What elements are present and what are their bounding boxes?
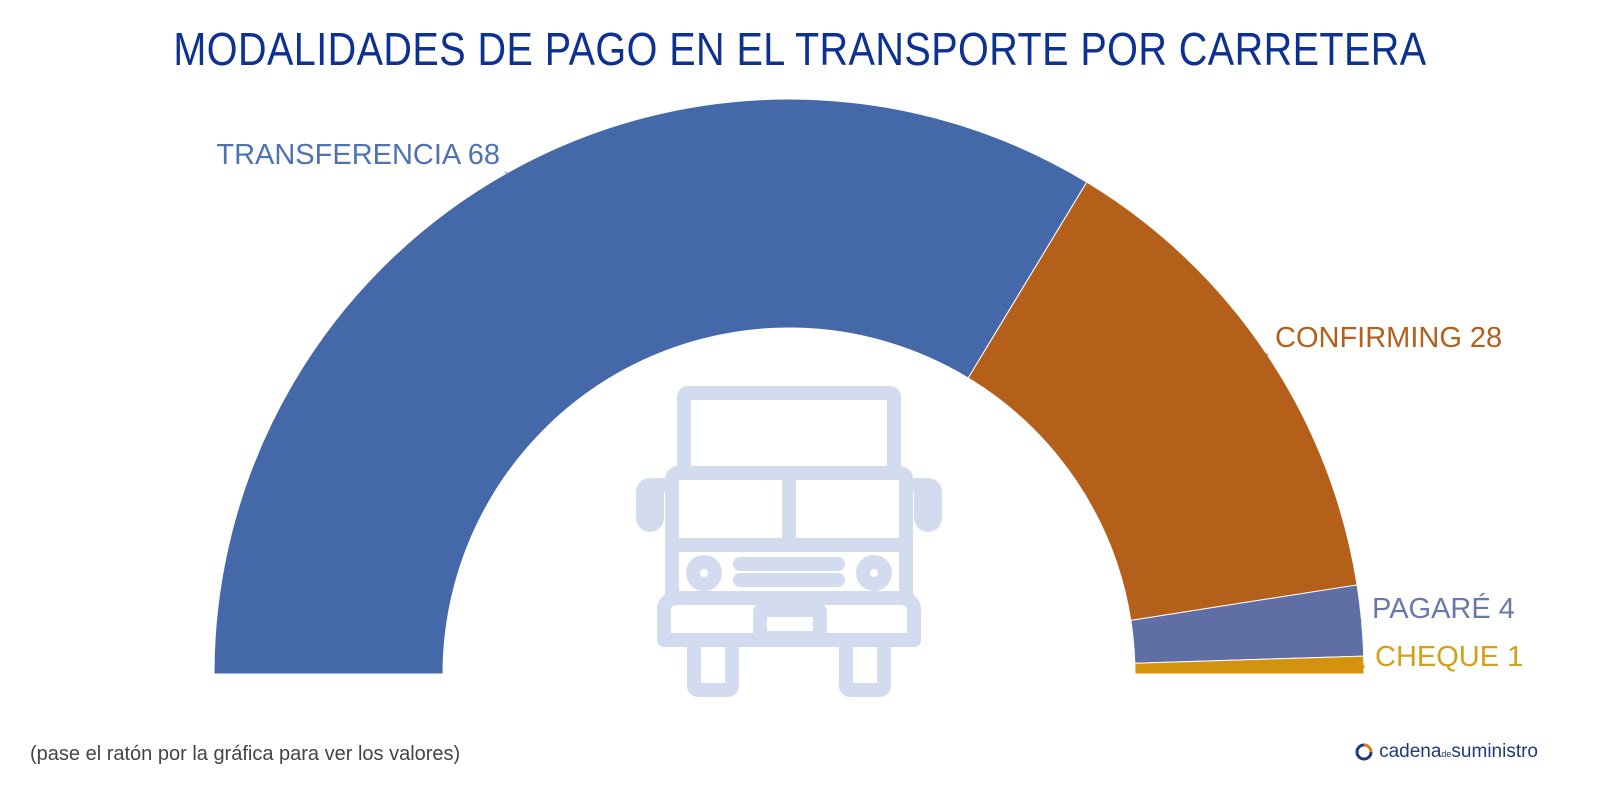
slice-cheque[interactable]: [1134, 655, 1365, 675]
truck-icon: [636, 386, 942, 697]
slice-confirming[interactable]: [967, 181, 1358, 621]
data-label: CHEQUE 1: [1375, 641, 1523, 673]
brand-main: cadena: [1379, 741, 1442, 762]
slice-transferencia[interactable]: [213, 98, 1088, 675]
brand-logo: cadenadesuministro: [1355, 741, 1538, 763]
data-label: TRANSFERENCIA 68: [216, 139, 500, 171]
brand-end: suministro: [1451, 741, 1538, 762]
data-label: PAGARÉ 4: [1372, 592, 1515, 625]
chart-title: MODALIDADES DE PAGO EN EL TRANSPORTE POR…: [173, 23, 1427, 75]
leader-line: [1266, 353, 1269, 356]
leader-line: [504, 171, 507, 174]
hover-hint: (pase el ratón por la gráfica para ver l…: [30, 743, 461, 765]
brand-small: de: [1441, 749, 1452, 759]
data-label: CONFIRMING 28: [1275, 322, 1502, 354]
brand-arrows-icon: [1355, 743, 1373, 761]
